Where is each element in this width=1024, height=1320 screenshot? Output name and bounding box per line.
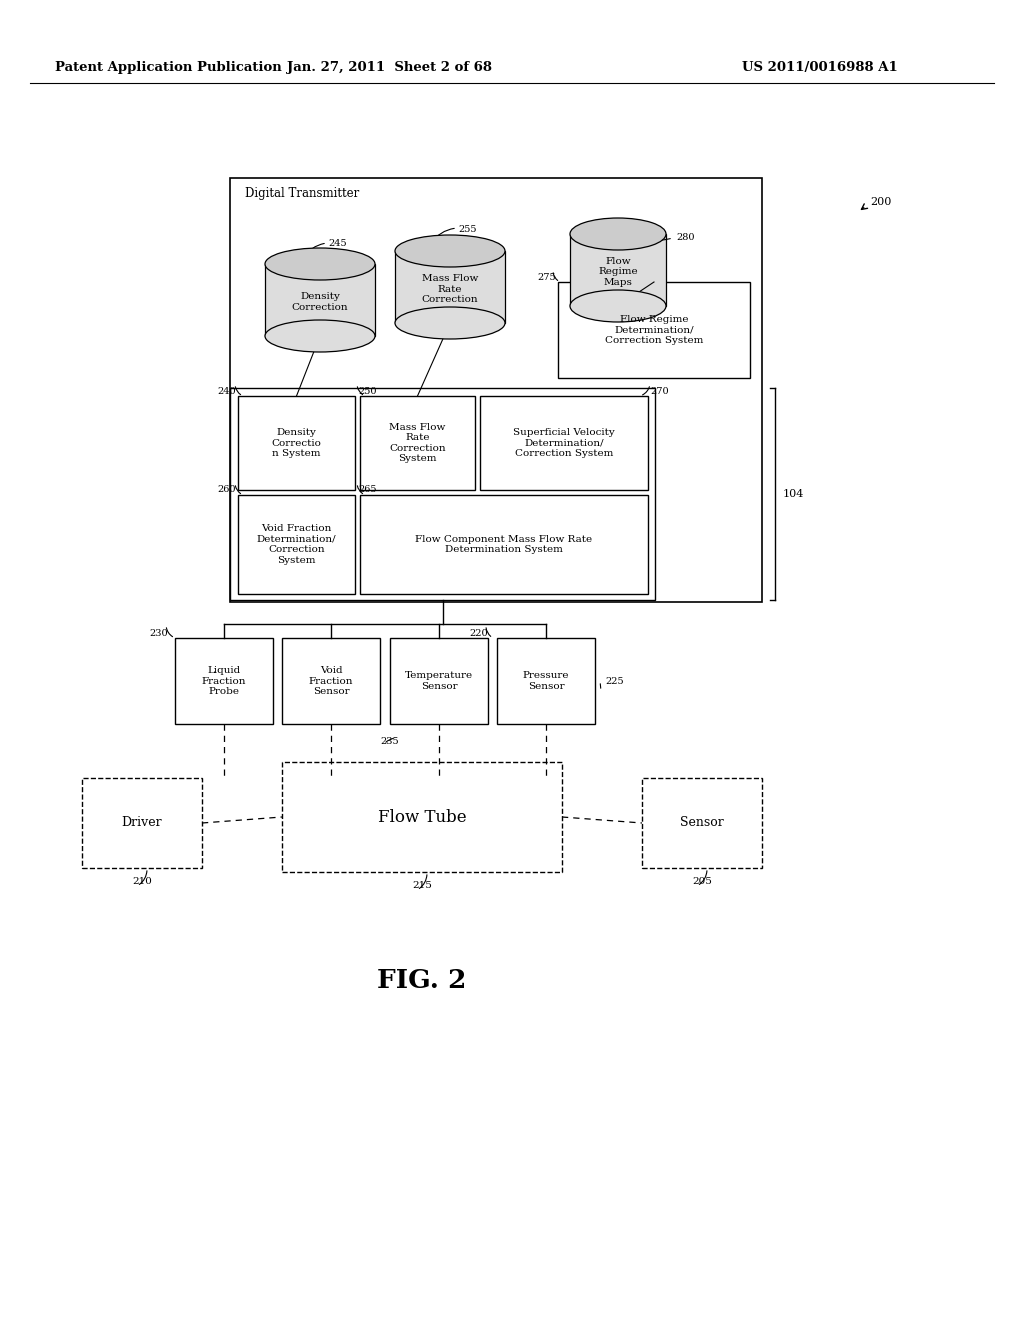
Text: 240: 240 <box>217 387 236 396</box>
Text: 280: 280 <box>676 234 694 243</box>
Bar <box>390 638 488 723</box>
Text: 265: 265 <box>358 486 377 495</box>
Bar <box>82 777 202 869</box>
Text: Flow Regime
Determination/
Correction System: Flow Regime Determination/ Correction Sy… <box>605 315 703 345</box>
Ellipse shape <box>265 248 375 280</box>
Bar <box>480 396 648 490</box>
Bar <box>238 495 355 594</box>
Text: Void
Fraction
Sensor: Void Fraction Sensor <box>309 667 353 696</box>
Text: Sensor: Sensor <box>680 817 724 829</box>
Text: 260: 260 <box>217 486 236 495</box>
Bar <box>265 264 375 337</box>
Bar <box>497 638 595 723</box>
Text: Density
Correction: Density Correction <box>292 292 348 312</box>
Ellipse shape <box>570 218 666 249</box>
Text: Digital Transmitter: Digital Transmitter <box>245 187 359 201</box>
Text: Superficial Velocity
Determination/
Correction System: Superficial Velocity Determination/ Corr… <box>513 428 614 458</box>
Text: 205: 205 <box>692 878 712 887</box>
Bar <box>175 638 273 723</box>
Text: Flow
Regime
Maps: Flow Regime Maps <box>598 257 638 286</box>
Bar <box>642 777 762 869</box>
Text: 250: 250 <box>358 387 377 396</box>
Ellipse shape <box>570 290 666 322</box>
Text: Flow Component Mass Flow Rate
Determination System: Flow Component Mass Flow Rate Determinat… <box>416 535 593 554</box>
Bar <box>558 282 750 378</box>
Ellipse shape <box>265 319 375 352</box>
Ellipse shape <box>395 235 505 267</box>
Text: 215: 215 <box>412 882 432 891</box>
Text: Driver: Driver <box>122 817 163 829</box>
Text: 275: 275 <box>538 272 556 281</box>
Bar <box>395 251 505 323</box>
Text: 225: 225 <box>605 676 624 685</box>
Text: 104: 104 <box>783 488 805 499</box>
Text: Patent Application Publication: Patent Application Publication <box>55 62 282 74</box>
Text: 200: 200 <box>870 197 891 207</box>
Text: Void Fraction
Determination/
Correction
System: Void Fraction Determination/ Correction … <box>257 524 336 565</box>
Bar <box>282 762 562 873</box>
Text: 255: 255 <box>458 224 476 234</box>
Bar <box>230 178 762 602</box>
Text: Jan. 27, 2011  Sheet 2 of 68: Jan. 27, 2011 Sheet 2 of 68 <box>288 62 493 74</box>
Bar <box>230 388 655 601</box>
Text: Flow Tube: Flow Tube <box>378 808 466 825</box>
Text: Mass Flow
Rate
Correction
System: Mass Flow Rate Correction System <box>389 422 445 463</box>
Text: 270: 270 <box>650 387 669 396</box>
Bar <box>282 638 380 723</box>
Ellipse shape <box>395 308 505 339</box>
Text: US 2011/0016988 A1: US 2011/0016988 A1 <box>742 62 898 74</box>
Text: Density
Correctio
n System: Density Correctio n System <box>271 428 322 458</box>
Bar <box>570 234 666 306</box>
Text: 245: 245 <box>328 239 347 248</box>
Text: Mass Flow
Rate
Correction: Mass Flow Rate Correction <box>422 275 478 304</box>
Text: 210: 210 <box>132 878 152 887</box>
Text: Pressure
Sensor: Pressure Sensor <box>522 672 569 690</box>
Text: 220: 220 <box>469 628 488 638</box>
Bar <box>360 495 648 594</box>
Bar <box>360 396 475 490</box>
Text: FIG. 2: FIG. 2 <box>377 968 467 993</box>
Text: 230: 230 <box>150 628 168 638</box>
Text: Liquid
Fraction
Probe: Liquid Fraction Probe <box>202 667 246 696</box>
Text: 235: 235 <box>381 738 399 747</box>
Bar <box>238 396 355 490</box>
Text: Temperature
Sensor: Temperature Sensor <box>404 672 473 690</box>
